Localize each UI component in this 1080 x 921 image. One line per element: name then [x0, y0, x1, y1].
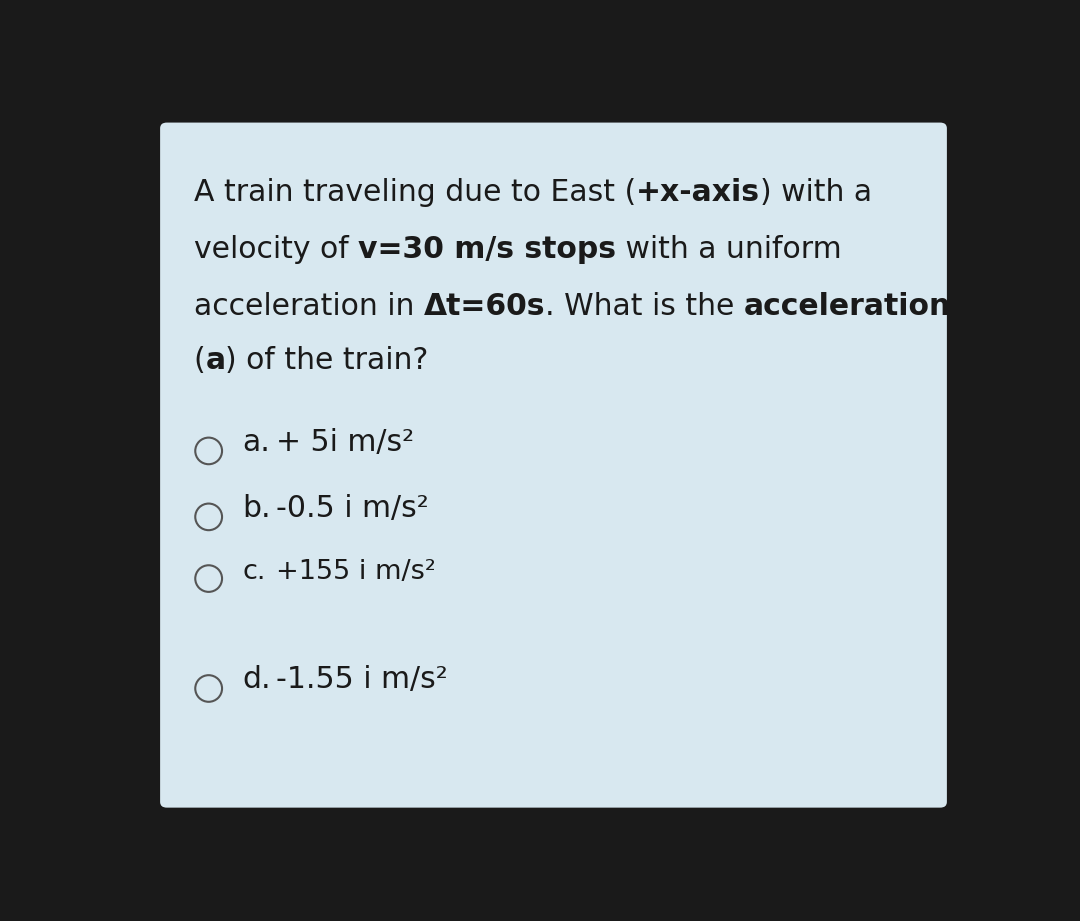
Text: with a uniform: with a uniform	[616, 235, 841, 264]
Text: v=30 m/s stops: v=30 m/s stops	[357, 235, 616, 264]
Text: A train traveling due to East (: A train traveling due to East (	[193, 179, 636, 207]
FancyBboxPatch shape	[160, 122, 947, 808]
Text: velocity of: velocity of	[193, 235, 357, 264]
Text: d.: d.	[242, 666, 271, 694]
Text: b.: b.	[242, 494, 271, 523]
Text: Δt=60s: Δt=60s	[423, 292, 545, 321]
Text: ) with a: ) with a	[760, 179, 872, 207]
Text: +155 i m/s²: +155 i m/s²	[275, 558, 435, 585]
Text: + 5i m/s²: + 5i m/s²	[275, 428, 414, 457]
Text: c.: c.	[242, 558, 266, 585]
Text: acceleration: acceleration	[744, 292, 951, 321]
Text: (: (	[193, 346, 205, 376]
Text: -0.5 i m/s²: -0.5 i m/s²	[275, 494, 429, 523]
Text: -1.55 i m/s²: -1.55 i m/s²	[275, 666, 447, 694]
Text: . What is the: . What is the	[545, 292, 744, 321]
Text: a: a	[205, 346, 226, 376]
Text: acceleration in: acceleration in	[193, 292, 423, 321]
Text: ) of the train?: ) of the train?	[226, 346, 429, 376]
Text: a.: a.	[242, 428, 270, 457]
Text: +x-axis: +x-axis	[636, 179, 760, 207]
